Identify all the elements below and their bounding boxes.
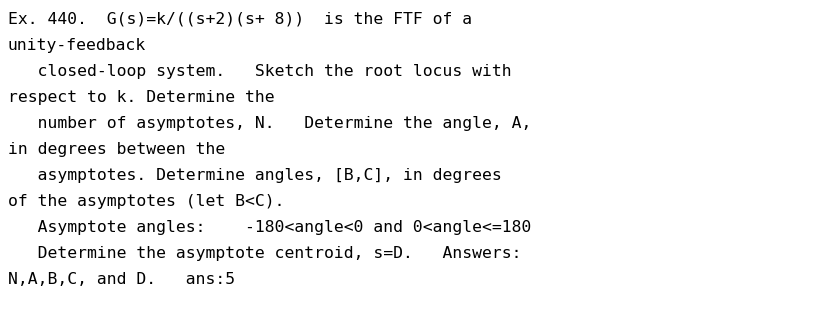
Text: of the asymptotes (let B<C).: of the asymptotes (let B<C). (8, 194, 284, 209)
Text: number of asymptotes, N.   Determine the angle, A,: number of asymptotes, N. Determine the a… (8, 116, 531, 131)
Text: closed-loop system.   Sketch the root locus with: closed-loop system. Sketch the root locu… (8, 64, 511, 79)
Text: in degrees between the: in degrees between the (8, 142, 225, 157)
Text: N,A,B,C, and D.   ans:5: N,A,B,C, and D. ans:5 (8, 272, 235, 287)
Text: asymptotes. Determine angles, [B,C], in degrees: asymptotes. Determine angles, [B,C], in … (8, 168, 501, 183)
Text: Ex. 440.  G(s)=k/((s+2)(s+ 8))  is the FTF of a: Ex. 440. G(s)=k/((s+2)(s+ 8)) is the FTF… (8, 12, 471, 27)
Text: respect to k. Determine the: respect to k. Determine the (8, 90, 275, 105)
Text: Determine the asymptote centroid, s=D.   Answers:: Determine the asymptote centroid, s=D. A… (8, 246, 521, 261)
Text: Asymptote angles:    -180<angle<0 and 0<angle<=180: Asymptote angles: -180<angle<0 and 0<ang… (8, 220, 531, 235)
Text: unity-feedback: unity-feedback (8, 38, 146, 53)
